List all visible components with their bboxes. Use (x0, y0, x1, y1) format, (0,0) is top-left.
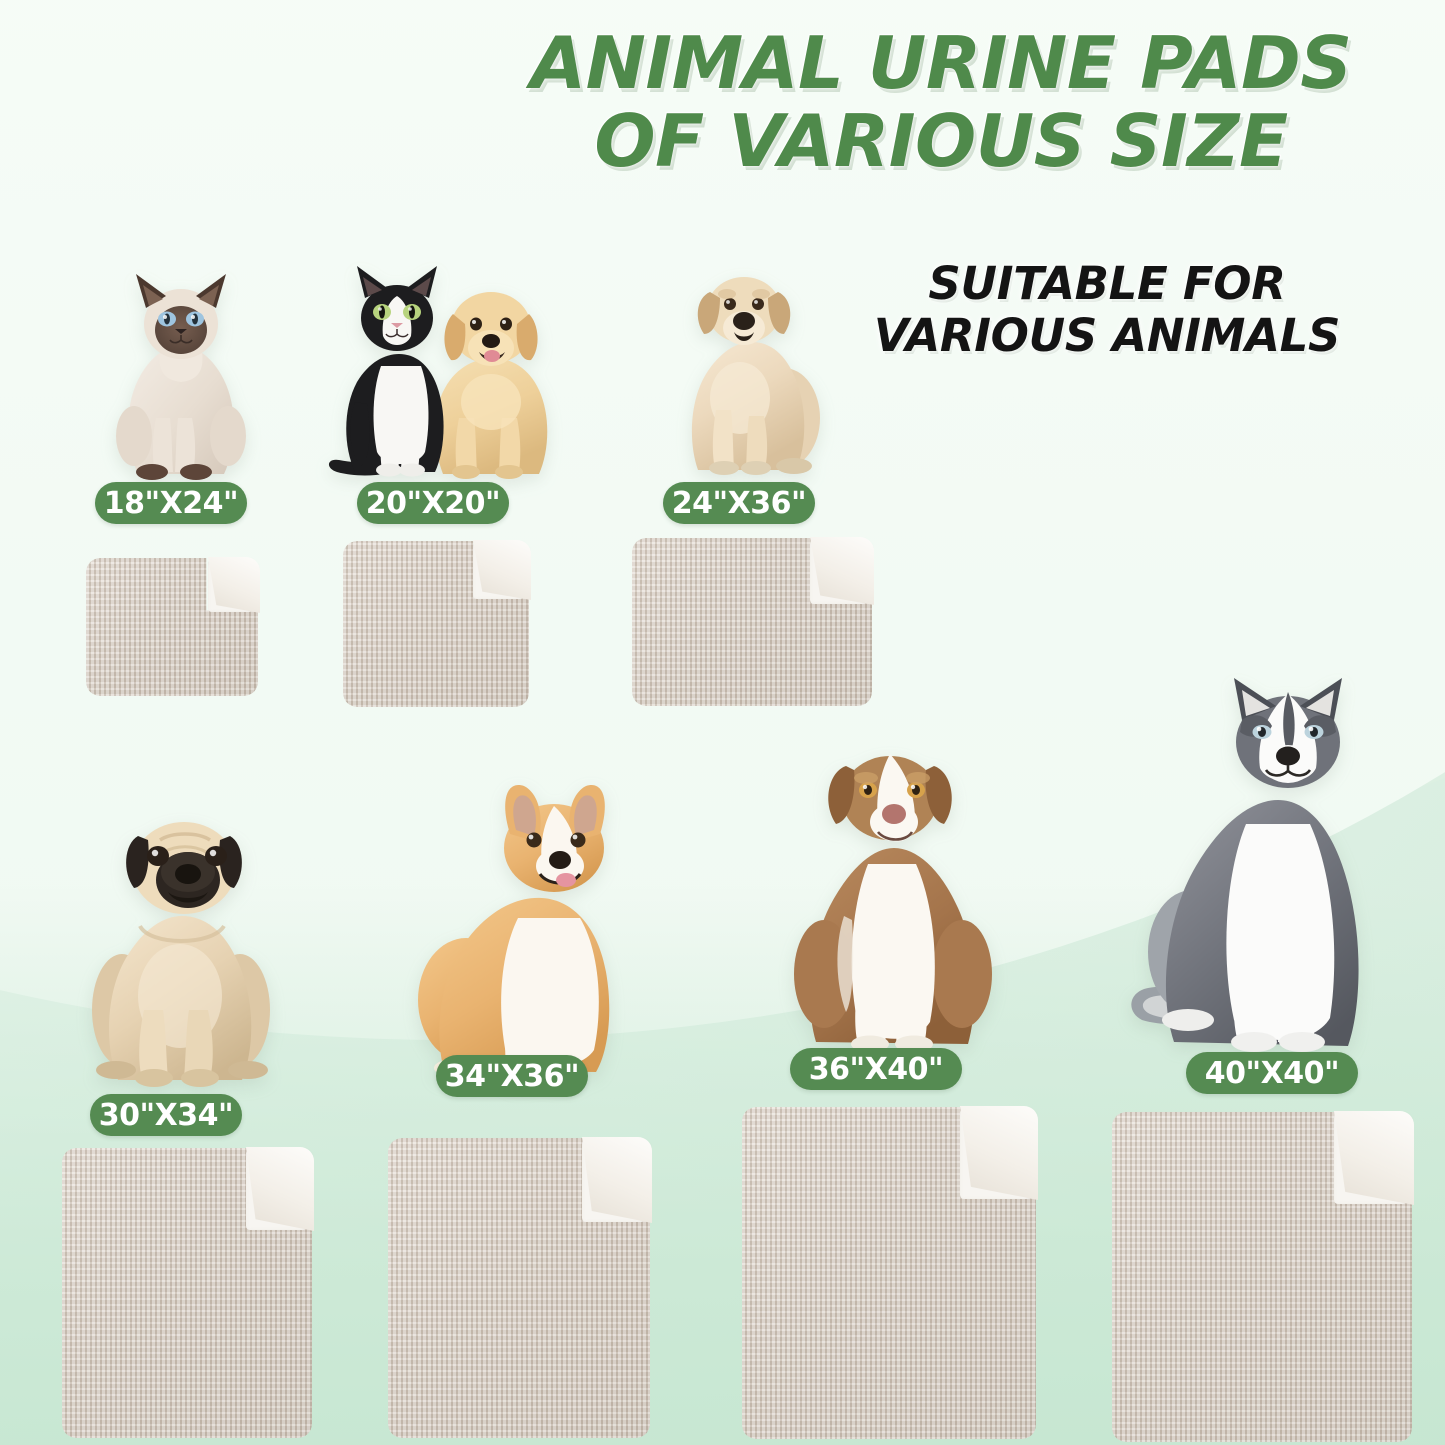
animal-tan-medium-dog (672, 258, 832, 476)
animal-pug (88, 806, 274, 1088)
pad-quilt-texture (62, 1148, 312, 1438)
size-badge-24x36: 24"X36" (663, 482, 815, 524)
pad-fold-flap (810, 537, 874, 605)
pad-fold-flap (1334, 1111, 1414, 1205)
size-badge-34x36: 34"X36" (436, 1055, 588, 1097)
pad-fold-flap (246, 1147, 314, 1231)
page-subtitle: SUITABLE FOR VARIOUS ANIMALS (817, 257, 1397, 363)
size-badge-label: 36"X40" (808, 1051, 944, 1087)
animal-siberian-husky (1130, 676, 1378, 1058)
size-badge-label: 34"X36" (444, 1058, 580, 1094)
subtitle-line-1: SUITABLE FOR (928, 257, 1286, 310)
pad-body (86, 558, 258, 696)
size-badge-label: 30"X34" (98, 1097, 234, 1133)
pad-18x24 (86, 557, 260, 696)
size-badge-30x34: 30"X34" (90, 1094, 242, 1136)
size-badge-18x24: 18"X24" (95, 482, 247, 524)
pad-24x36 (632, 537, 874, 706)
animal-australian-shepherd (790, 736, 996, 1054)
size-badge-20x20: 20"X20" (357, 482, 509, 524)
pad-40x40 (1112, 1111, 1414, 1442)
page-title: ANIMAL URINE PADS OF VARIOUS SIZE (481, 21, 1401, 184)
title-line-1: ANIMAL URINE PADS (529, 21, 1353, 105)
pad-body (62, 1148, 312, 1438)
pad-fold-flap (582, 1137, 652, 1223)
size-badge-label: 18"X24" (103, 485, 239, 521)
pad-36x40 (742, 1106, 1038, 1439)
size-badge-label: 20"X20" (365, 485, 501, 521)
size-badge-label: 24"X36" (671, 485, 807, 521)
subtitle-line-2: VARIOUS ANIMALS (873, 309, 1341, 363)
pad-34x36 (388, 1137, 652, 1438)
animal-siamese-cat (100, 268, 262, 480)
pad-fold-flap (208, 557, 260, 613)
pad-fold-flap (473, 540, 531, 600)
animal-corgi (414, 782, 634, 1082)
pad-fold-flap (960, 1106, 1038, 1200)
pad-quilt-texture (86, 558, 258, 696)
pad-20x20 (343, 540, 531, 707)
pad-30x34 (62, 1147, 314, 1438)
title-line-2: OF VARIOUS SIZE (593, 99, 1289, 184)
size-badge-label: 40"X40" (1204, 1055, 1340, 1091)
size-badge-40x40: 40"X40" (1186, 1052, 1358, 1094)
animal-tuxedo-cat-and-labrador-puppy (325, 262, 550, 480)
size-badge-36x40: 36"X40" (790, 1048, 962, 1090)
